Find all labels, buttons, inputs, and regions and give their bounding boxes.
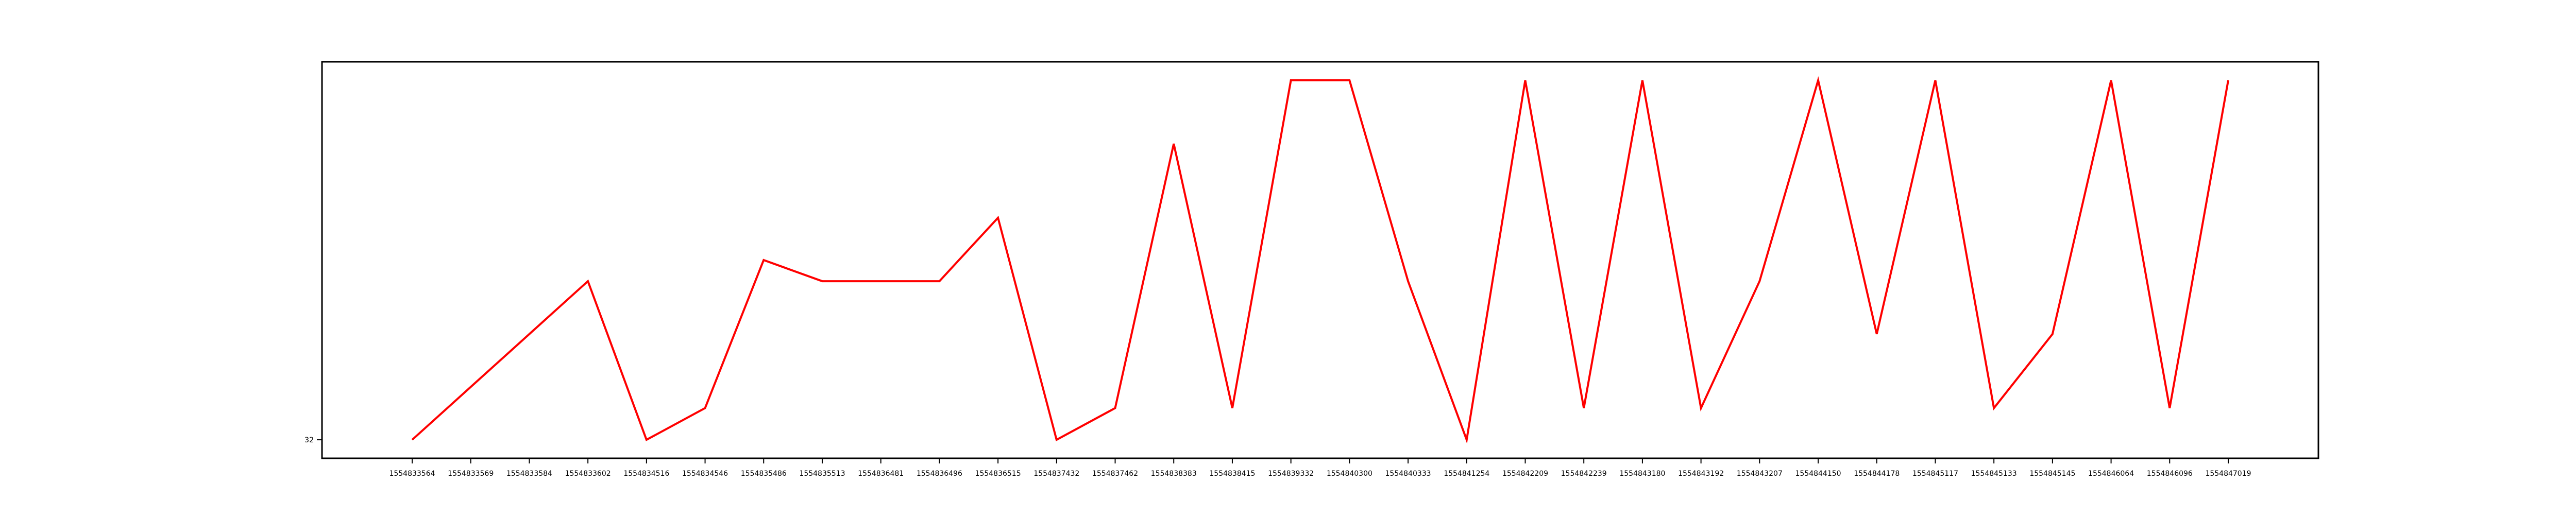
x-tick-label: 1554836515 [975, 470, 1021, 478]
x-tick-label: 1554838383 [1151, 470, 1197, 478]
y-tick-label: 32 [304, 436, 314, 444]
x-tick-label: 1554836481 [858, 470, 904, 478]
x-tick-label: 1554842239 [1561, 470, 1607, 478]
x-tick-label: 1554845117 [1912, 470, 1958, 478]
series-line [411, 76, 2229, 444]
x-tick-label: 1554833584 [506, 470, 552, 478]
x-tick-label: 1554834516 [623, 470, 669, 478]
x-tick-label: 1554845145 [2029, 470, 2075, 478]
plot-area [321, 61, 2319, 459]
x-tick-label: 1554837432 [1033, 470, 1079, 478]
series-layer [411, 76, 2229, 444]
x-tick-label: 1554841254 [1444, 470, 1489, 478]
x-tick-label: 1554843180 [1619, 470, 1665, 478]
x-tick-label: 1554840333 [1385, 470, 1431, 478]
x-tick-label: 1554833564 [389, 470, 435, 478]
x-tick-label: 1554836496 [917, 470, 962, 478]
x-tick-label: 1554844150 [1795, 470, 1841, 478]
x-tick-label: 1554833602 [565, 470, 611, 478]
x-tick-label: 1554846096 [2147, 470, 2193, 478]
x-tick-label: 1554838415 [1209, 470, 1255, 478]
x-tick-label: 1554843207 [1737, 470, 1783, 478]
x-tick-label: 1554845133 [1971, 470, 2017, 478]
x-tick-label: 1554843192 [1678, 470, 1724, 478]
x-tick-label: 1554842209 [1502, 470, 1548, 478]
x-tick-label: 1554833569 [448, 470, 494, 478]
x-axis-ticks: 1554833564 1554833569 1554833584 1554833602… [389, 458, 2251, 478]
x-tick-label: 1554844178 [1854, 470, 1900, 478]
x-tick-label: 1554837462 [1092, 470, 1138, 478]
x-tick-label: 1554847019 [2205, 470, 2251, 478]
x-tick-label: 1554835513 [799, 470, 845, 478]
x-tick-label: 1554840300 [1327, 470, 1372, 478]
x-tick-label: 1554835486 [741, 470, 787, 478]
x-tick-label: 1554846064 [2088, 470, 2134, 478]
y-axis-ticks: 32 [304, 436, 322, 444]
x-tick-label: 1554839332 [1268, 470, 1314, 478]
x-tick-label: 1554834546 [682, 470, 728, 478]
